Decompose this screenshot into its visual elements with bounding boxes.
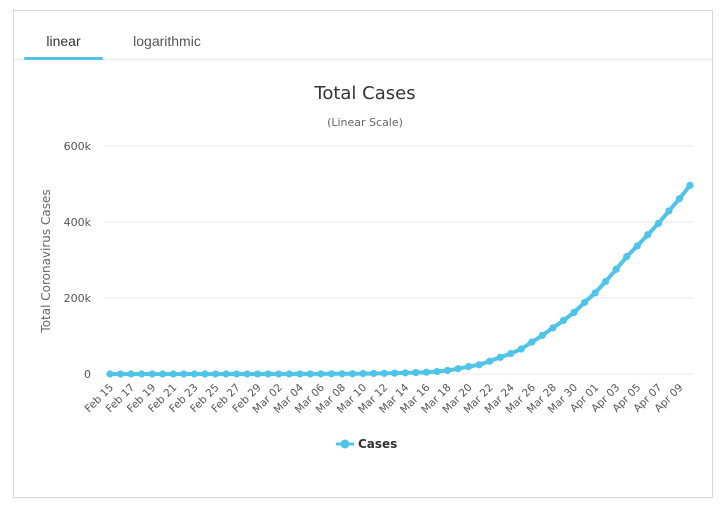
data-point[interactable] [422,368,430,376]
data-point[interactable] [338,370,346,378]
data-point[interactable] [475,361,483,369]
data-point[interactable] [359,370,367,378]
chart-svg: Total Cases (Linear Scale) Total Coronav… [39,83,694,451]
y-tick-label: 600k [64,140,92,153]
tab-logarithmic[interactable]: logarithmic [133,33,201,49]
data-point[interactable] [306,370,314,378]
data-point[interactable] [517,345,525,353]
data-point[interactable] [507,349,515,358]
data-point[interactable] [380,369,388,377]
series-cases [106,181,694,378]
data-point[interactable] [496,353,504,361]
data-point[interactable] [348,370,357,378]
data-point[interactable] [644,231,652,239]
data-point[interactable] [528,338,536,346]
y-tick-label: 0 [84,368,91,381]
active-tab-indicator [24,57,103,60]
data-point[interactable] [169,370,177,378]
data-point[interactable] [159,370,167,378]
legend-label-cases[interactable]: Cases [358,437,397,451]
data-point[interactable] [443,366,452,375]
y-tick-label: 200k [64,292,92,305]
data-point[interactable] [148,370,156,378]
data-point[interactable] [391,369,399,377]
data-point[interactable] [106,370,114,378]
data-point[interactable] [454,365,462,373]
data-point[interactable] [665,207,673,215]
legend-marker [340,439,350,449]
data-point[interactable] [686,181,694,189]
data-point[interactable] [222,370,230,378]
data-point[interactable] [327,370,336,378]
data-point[interactable] [127,370,135,378]
data-point[interactable] [559,316,568,325]
data-point[interactable] [232,370,241,378]
data-point[interactable] [654,219,662,228]
data-point[interactable] [296,370,304,378]
data-point[interactable] [602,277,610,286]
data-point[interactable] [285,370,293,378]
data-point[interactable] [317,370,325,378]
chart-title: Total Cases [313,83,415,104]
chart-panel: linear logarithmic Total Cases (Linear S… [13,10,713,498]
data-point[interactable] [190,370,198,378]
data-point[interactable] [370,369,378,378]
data-point[interactable] [401,369,409,377]
data-point[interactable] [433,367,441,376]
data-point[interactable] [549,324,557,332]
data-point[interactable] [591,289,599,297]
legend[interactable]: Cases [336,437,397,451]
y-tick-label: 400k [64,216,92,229]
data-point[interactable] [264,370,272,378]
tab-linear[interactable]: linear [46,33,81,49]
y-axis-label: Total Coronavirus Cases [39,189,53,333]
data-point[interactable] [412,369,420,377]
chart-subtitle: (Linear Scale) [327,116,403,129]
data-point[interactable] [180,370,188,378]
data-point[interactable] [464,363,473,371]
data-point[interactable] [254,370,262,378]
data-point[interactable] [570,308,578,317]
data-point[interactable] [243,370,251,378]
data-point[interactable] [201,370,209,378]
data-point[interactable] [675,195,684,203]
data-point[interactable] [211,370,220,378]
data-point[interactable] [275,370,283,378]
data-point[interactable] [486,357,494,365]
data-point[interactable] [580,298,589,307]
data-point[interactable] [538,331,546,339]
gridlines [104,145,694,375]
scale-tabs: linear logarithmic [14,11,712,60]
data-point[interactable] [116,370,125,378]
data-point[interactable] [633,242,641,250]
data-point[interactable] [138,370,146,378]
data-point[interactable] [623,253,631,261]
y-axis-ticks: 0 200k 400k 600k [64,140,92,381]
data-point[interactable] [612,265,620,273]
